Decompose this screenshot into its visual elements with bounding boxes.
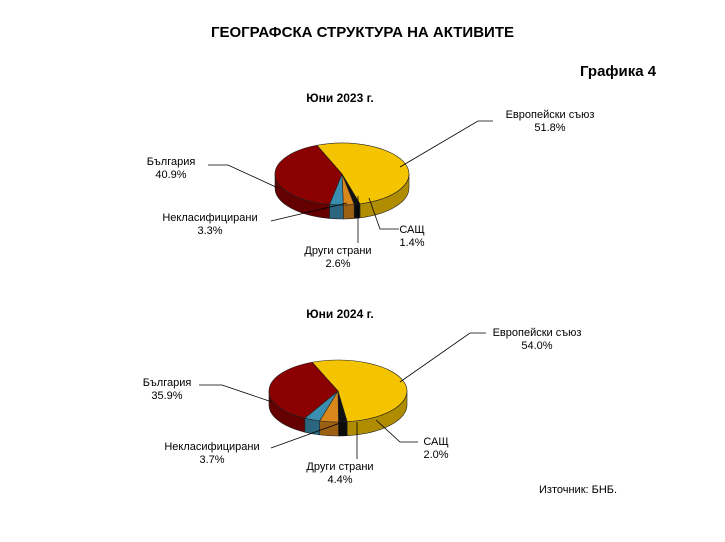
leader-line-сащ: [375, 419, 418, 443]
pie-side-други-страни: [343, 204, 355, 220]
slice-value-сащ: 1.4%: [399, 237, 424, 249]
pie-side-сащ: [353, 203, 361, 219]
slice-value-некласифицирани: 3.7%: [199, 454, 224, 466]
slice-value-сащ: 2.0%: [423, 449, 448, 461]
leader-line-българия: [208, 164, 279, 189]
leader-line-некласифицирани: [270, 202, 348, 222]
pie-slice-българия: [268, 361, 339, 419]
slice-label-сащ: САЩ: [423, 436, 448, 448]
slice-value-европейски-съюз: 54.0%: [521, 340, 552, 352]
leader-line-некласифицирани: [270, 421, 344, 449]
slice-label-българия: България: [147, 156, 196, 168]
graph-number-label: Графика 4: [580, 63, 657, 80]
slice-value-европейски-съюз: 51.8%: [534, 122, 565, 134]
pie-side-сащ: [338, 421, 348, 437]
source-note: Източник: БНБ.: [539, 484, 618, 496]
pie-top: [274, 142, 410, 206]
pie-side-walls: [268, 390, 408, 437]
leader-line-европейски-съюз: [399, 332, 486, 383]
slice-label-некласифицирани: Некласифицирани: [164, 441, 259, 453]
slice-label-европейски-съюз: Европейски съюз: [506, 109, 595, 121]
slice-value-други-страни: 4.4%: [327, 474, 352, 486]
leader-line-българия: [199, 384, 273, 403]
slice-label-сащ: САЩ: [399, 224, 424, 236]
slice-label-некласифицирани: Некласифицирани: [162, 212, 257, 224]
chart-title: Юни 2024 г.: [306, 307, 374, 321]
pie-slice-българия: [274, 144, 343, 205]
slice-label-европейски-съюз: Европейски съюз: [493, 327, 582, 339]
pie-top: [268, 359, 408, 423]
leader-line-сащ: [368, 197, 399, 230]
slice-label-други-страни: Други страни: [306, 461, 373, 473]
page-title: ГЕОГРАФСКА СТРУКТУРА НА АКТИВИТЕ: [210, 24, 514, 41]
slice-value-други-страни: 2.6%: [325, 258, 350, 270]
pie-slice-европейски-съюз: [311, 359, 408, 423]
chart-title: Юни 2023 г.: [306, 91, 374, 105]
pie-side-други-страни: [319, 420, 339, 437]
slice-label-българия: България: [143, 377, 192, 389]
leader-line-европейски-съюз: [399, 120, 493, 168]
slice-value-българия: 40.9%: [155, 169, 186, 181]
slice-value-българия: 35.9%: [151, 390, 182, 402]
slice-label-други-страни: Други страни: [304, 245, 371, 257]
slice-value-некласифицирани: 3.3%: [197, 225, 222, 237]
